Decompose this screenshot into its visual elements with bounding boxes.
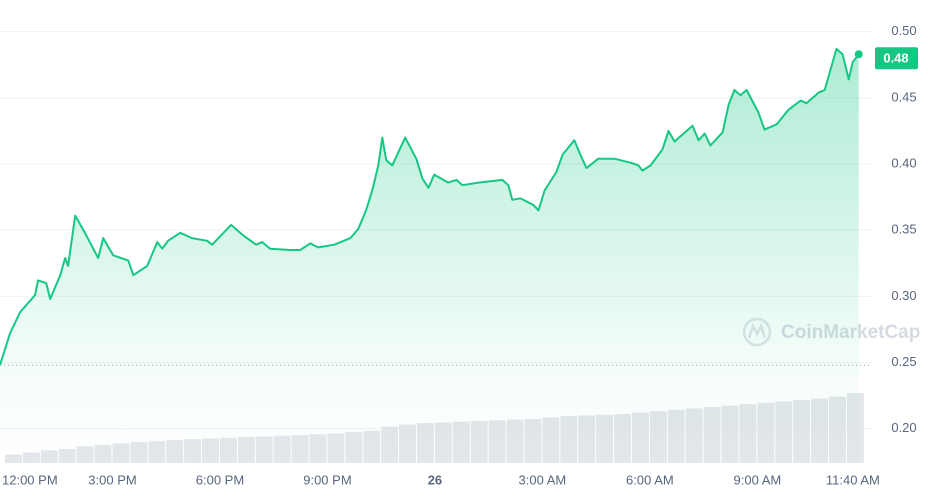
y-tick-label: 0.25 [891,354,916,369]
x-tick-label: 11:40 AM [826,472,880,487]
x-tick-label: 6:00 AM [626,472,674,487]
x-tick-label: 6:00 PM [196,472,244,487]
y-tick-label: 0.35 [891,222,916,237]
x-tick-label: 26 [428,472,442,487]
y-tick-label: 0.45 [891,89,916,104]
last-point [854,50,863,59]
price-line [0,47,860,366]
y-tick-label: 0.30 [891,288,916,303]
price-tag-label: 0.48 [883,51,908,66]
y-tick-label: 0.20 [891,420,916,435]
y-tick-label: 0.40 [891,155,916,170]
x-tick-label: 9:00 PM [303,472,351,487]
area [0,48,859,464]
y-tick-label: 0.50 [891,23,916,38]
x-tick-label: 3:00 PM [88,472,136,487]
x-tick-label: 9:00 AM [734,472,782,487]
price-tag [875,47,918,70]
x-tick-label: 3:00 AM [519,472,567,487]
x-tick-label: 12:00 PM [2,472,58,487]
